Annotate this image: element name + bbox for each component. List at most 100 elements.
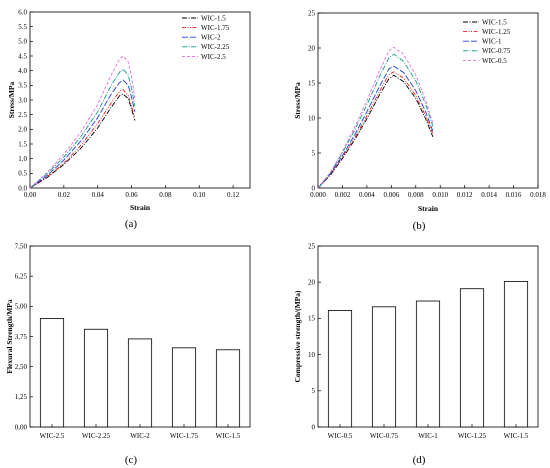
y-tick-label: 15 [308, 79, 316, 87]
bar-wic-2-5 [39, 317, 65, 428]
bar-wic-1-25 [459, 288, 485, 428]
x-tick-label: 0.10 [193, 191, 206, 199]
y-tick-label: 4.5 [18, 52, 27, 60]
y-tick-label: 5,00 [15, 303, 28, 311]
x-tick-label: WIC-1.75 [170, 432, 199, 440]
series-line-wic-2-25 [29, 68, 136, 189]
y-tick-label: 6.0 [18, 8, 27, 16]
bar-wic-1-5 [503, 281, 529, 428]
bar-wic-0-75 [371, 306, 397, 428]
y-tick-label: 3,75 [15, 333, 28, 341]
bar-wic-1 [415, 300, 441, 428]
panel-caption: (a) [125, 218, 138, 230]
y-axis-label: Flexural Strength/MPa [5, 299, 14, 373]
x-tick-label: WIC-1.25 [458, 432, 487, 440]
chart-c-flexural-strength: 0,00 1,25 2,50 3,75 5,00 6,25 7,50 Flexural Str… [5, 242, 251, 466]
y-tick-label: 0.0 [18, 184, 27, 192]
legend-label: WIC-1.75 [201, 24, 230, 32]
y-tick-label: 10 [308, 114, 316, 122]
series-line-wic-2-5 [29, 55, 136, 189]
x-tick-label: WIC-0.75 [370, 432, 399, 440]
y-tick-label: 1,25 [15, 393, 28, 401]
y-tick-label: 3.5 [18, 82, 27, 90]
x-tick-label: 0.006 [383, 191, 399, 199]
bar-wic-2 [127, 338, 153, 428]
x-tick-label: WIC-1.5 [504, 432, 529, 440]
y-tick-label: 0,00 [15, 423, 28, 431]
x-tick-label: 0.00 [24, 191, 37, 199]
x-tick-label: WIC-2 [130, 432, 150, 440]
x-tick-label: 0.008 [408, 191, 424, 199]
y-tick-label: 2.0 [18, 126, 27, 134]
x-tick-label: 0.06 [125, 191, 138, 199]
chart-d-compressive-strength: 0 5 10 15 20 25 Compressive strength/(MPa) (d) W… [293, 242, 539, 466]
series-line-wic-1 [317, 65, 434, 189]
series-line-wic-1-5 [29, 93, 136, 189]
panel-caption: (b) [413, 220, 426, 232]
series-line-wic-2 [29, 79, 136, 189]
x-axis-label: Strain [130, 203, 151, 212]
y-tick-label: 25 [308, 242, 316, 250]
legend-label: WIC-0.5 [482, 57, 507, 65]
y-tick-label: 7,50 [15, 242, 28, 250]
y-axis-label: Compressive strength/(MPa) [293, 290, 302, 383]
legend-label: WIC-2.25 [201, 43, 230, 51]
y-axis-label: Stress/MPa [7, 81, 16, 118]
x-tick-label: 0.12 [227, 191, 240, 199]
y-tick-label: 0.5 [18, 170, 27, 178]
legend-label: WIC-1.25 [482, 28, 511, 36]
x-tick-label: 0.016 [506, 191, 522, 199]
x-tick-label: WIC-2.25 [82, 432, 111, 440]
y-axis-label: Stress/MPa [293, 82, 302, 119]
x-tick-label: 0.004 [359, 191, 375, 199]
legend-label: WIC-2.5 [201, 53, 226, 61]
x-tick-label: 0.04 [92, 191, 105, 199]
y-tick-label: 1.0 [18, 155, 27, 163]
x-tick-label: WIC-1 [418, 432, 438, 440]
y-tick-label: 4.0 [18, 67, 27, 75]
y-tick-label: 10 [308, 351, 316, 359]
bar-wic-1-5 [215, 349, 241, 428]
x-tick-label: 0.002 [335, 191, 351, 199]
x-axis-label: Strain [418, 204, 439, 213]
plot-frame [317, 12, 539, 189]
x-tick-label: WIC-2.5 [40, 432, 65, 440]
x-tick-label: WIC-0.5 [328, 432, 353, 440]
y-tick-label: 6,25 [15, 272, 28, 280]
y-tick-label: 5.0 [18, 38, 27, 46]
y-tick-label: 3.0 [18, 96, 27, 104]
legend-label: WIC-1 [482, 38, 502, 46]
x-tick-label: 0.018 [530, 191, 546, 199]
x-tick-label: 0.08 [159, 191, 172, 199]
bar-wic-0-5 [327, 310, 353, 428]
legend-label: WIC-2 [201, 34, 221, 42]
y-tick-label: 5 [312, 387, 316, 395]
legend-label: WIC-1.5 [201, 14, 226, 22]
panel-caption: (c) [125, 454, 138, 466]
panel-caption: (d) [413, 454, 426, 466]
x-tick-label: 0.014 [481, 191, 497, 199]
x-tick-label: 0.000 [310, 191, 326, 199]
legend-label: WIC-1.5 [482, 18, 507, 26]
chart-b-strain-stress: 0 5 10 15 20 25 Stress/MPa (b) 0.000 0.002 0.004 0.… [293, 9, 546, 232]
y-tick-label: 2,50 [15, 363, 28, 371]
y-tick-label: 5.5 [18, 23, 27, 31]
series-line-wic-1-75 [29, 89, 136, 189]
chart-a-strain-stress: 0.0 0.5 1.0 1.5 2.0 2.5 3.0 3.5 4.0 4.5 5.0 5.5 6.0 S… [7, 8, 251, 230]
y-tick-label: 25 [308, 9, 316, 17]
y-tick-label: 0 [312, 423, 316, 431]
series-line-wic-1-25 [317, 71, 434, 189]
series-line-wic-0-5 [317, 46, 434, 189]
y-tick-label: 20 [308, 279, 316, 287]
series-line-wic-0-75 [317, 53, 434, 189]
y-tick-label: 20 [308, 44, 316, 52]
y-tick-label: 15 [308, 315, 316, 323]
x-tick-label: 0.02 [58, 191, 71, 199]
bar-wic-2-25 [83, 328, 109, 428]
x-tick-label: WIC-1.5 [216, 432, 241, 440]
x-tick-label: 0.012 [457, 191, 473, 199]
y-tick-label: 5 [312, 149, 316, 157]
y-tick-label: 0 [312, 184, 316, 192]
series-line-wic-1-5 [317, 74, 434, 189]
